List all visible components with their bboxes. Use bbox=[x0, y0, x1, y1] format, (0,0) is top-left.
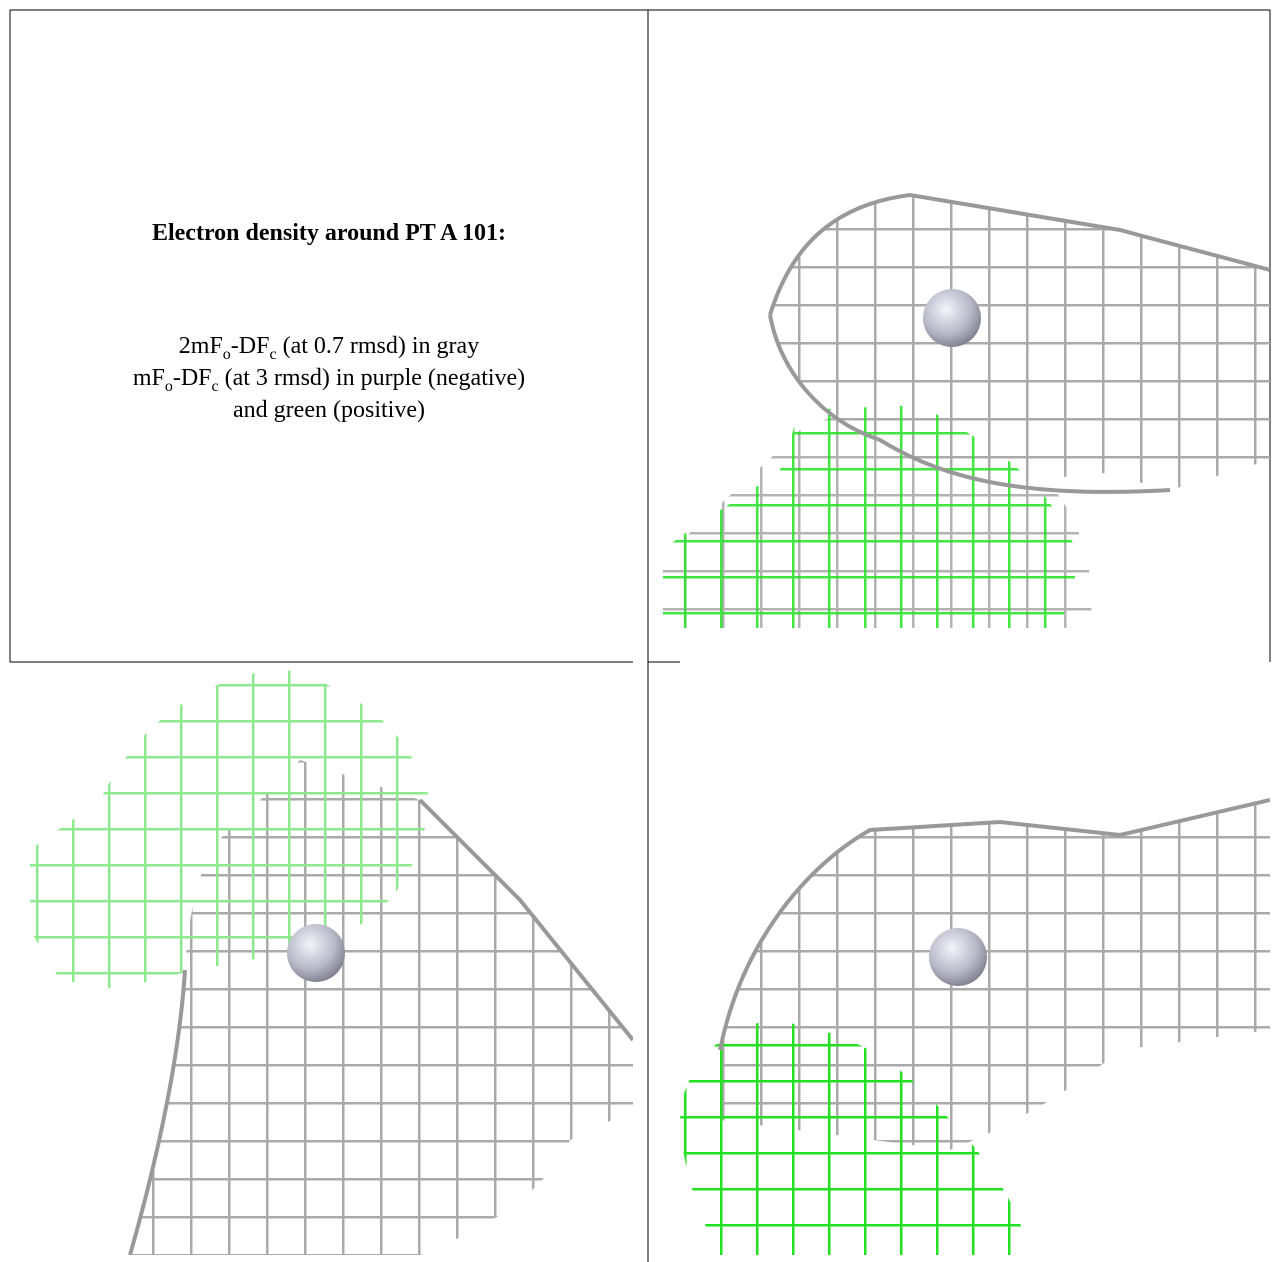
caption-line: mFo-DFc (at 3 rmsd) in purple (negative) bbox=[12, 362, 646, 394]
subscript: c bbox=[211, 377, 219, 395]
subscript: o bbox=[222, 345, 231, 363]
caption-line: and green (positive) bbox=[12, 394, 646, 426]
density-image-3 bbox=[680, 798, 1270, 1255]
caption-text: -DF bbox=[172, 365, 212, 391]
caption-text: mF bbox=[132, 365, 165, 391]
density-image-1 bbox=[663, 192, 1270, 628]
density-image-2 bbox=[30, 668, 633, 1255]
caption-description: 2mFo-DFc (at 0.7 rmsd) in gray mFo-DFc (a… bbox=[12, 330, 646, 426]
caption-title: Electron density around PT A 101: bbox=[151, 220, 507, 246]
legend-cell: Electron density around PT A 101: 2mFo-D… bbox=[12, 12, 646, 660]
subscript: o bbox=[164, 377, 173, 395]
caption-line: 2mFo-DFc (at 0.7 rmsd) in gray bbox=[12, 330, 646, 362]
caption-text: and green (positive) bbox=[233, 397, 425, 423]
caption-text: (at 0.7 rmsd) in gray bbox=[276, 333, 480, 359]
caption-text: 2mF bbox=[178, 333, 223, 359]
table-borders bbox=[9, 9, 1271, 1262]
caption-text: -DF bbox=[230, 333, 270, 359]
caption-text: (at 3 rmsd) in purple (negative) bbox=[218, 365, 526, 391]
subscript: c bbox=[269, 345, 277, 363]
